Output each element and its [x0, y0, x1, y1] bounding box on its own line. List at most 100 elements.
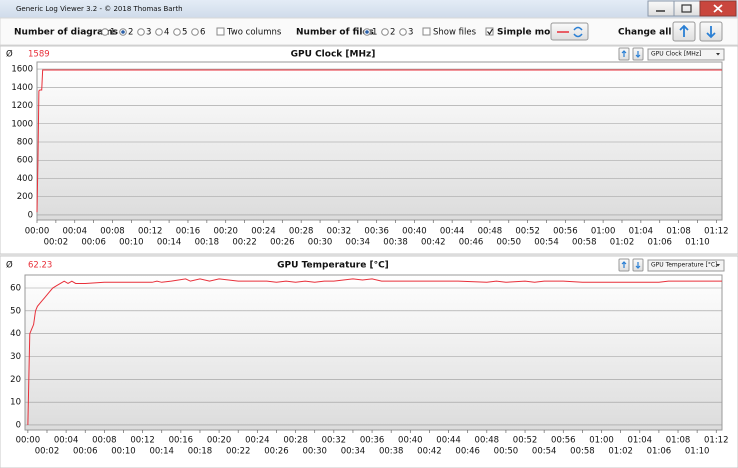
radio-label: 5 [182, 28, 187, 38]
chart-title: GPU Clock [MHz] [291, 50, 376, 60]
x-tick-label: 00:46 [455, 447, 480, 457]
chart-title: GPU Temperature [°C] [277, 261, 389, 271]
x-tick-label: 00:14 [149, 447, 174, 457]
average-value: 62.23 [28, 261, 52, 271]
channel-dropdown[interactable] [647, 48, 725, 61]
x-tick-label: 00:26 [270, 238, 295, 248]
x-tick-label: 01:10 [685, 447, 710, 457]
x-tick-label: 00:48 [475, 436, 500, 446]
average-symbol: Ø [6, 260, 13, 271]
toolbar-controls: Number of diagrams Two columns Number of… [14, 21, 723, 42]
x-tick-label: 00:34 [346, 238, 371, 248]
plot-area [24, 274, 723, 431]
x-tick-label: 01:06 [647, 447, 672, 457]
dropdown-arrow [716, 53, 720, 56]
y-tick-label: 60 [10, 284, 21, 294]
x-tick-label: 00:08 [92, 436, 117, 446]
minimize-button[interactable] [647, 0, 675, 17]
close-icon [713, 4, 723, 13]
x-tick-label: 01:00 [589, 436, 614, 446]
average-symbol: Ø [6, 49, 13, 60]
x-tick-label: 00:52 [513, 436, 538, 446]
maximize-icon [681, 4, 692, 13]
y-tick-label: 30 [10, 352, 21, 362]
x-tick-label: 01:08 [666, 436, 691, 446]
x-tick-label: 00:16 [176, 227, 201, 237]
x-tick-label: 00:46 [459, 238, 484, 248]
x-tick-label: 00:36 [364, 227, 389, 237]
channel-dropdown[interactable] [647, 259, 725, 272]
radio-label: 3 [408, 28, 413, 38]
radio-button[interactable] [191, 28, 199, 36]
x-tick-label: 01:08 [666, 227, 691, 237]
x-tick-label: 00:22 [226, 447, 251, 457]
x-tick-label: 00:06 [73, 447, 98, 457]
channel-dropdown-label: GPU Clock [MHz] [651, 51, 701, 58]
show-files-checkbox[interactable] [422, 27, 431, 36]
simple-mode-label: Simple mode [497, 28, 563, 38]
radio-button[interactable] [155, 28, 163, 36]
x-tick-label: 00:08 [100, 227, 125, 237]
radio-dot [121, 30, 125, 34]
x-tick-label: 01:04 [629, 227, 654, 237]
x-tick-label: 00:54 [534, 238, 559, 248]
x-tick-label: 00:12 [130, 436, 155, 446]
window-title: Generic Log Viewer 3.2 - © 2018 Thomas B… [16, 5, 183, 13]
x-tick-label: 00:00 [16, 436, 41, 446]
x-tick-label: 00:28 [283, 436, 308, 446]
radio-label: 3 [146, 28, 151, 38]
x-tick-label: 00:44 [440, 227, 465, 237]
two-columns-checkbox[interactable] [216, 27, 225, 36]
x-tick-label: 00:44 [436, 436, 461, 446]
simple-mode-checkbox[interactable] [485, 27, 494, 36]
x-tick-label: 00:42 [421, 238, 446, 248]
x-tick-label: 00:26 [264, 447, 289, 457]
radio-button[interactable] [101, 28, 109, 36]
x-tick-label: 00:34 [341, 447, 366, 457]
x-tick-label: 00:02 [44, 238, 69, 248]
x-tick-label: 01:10 [685, 238, 710, 248]
x-tick-label: 00:50 [497, 238, 522, 248]
y-tick-label: 50 [10, 306, 21, 316]
show-files-label: Show files [433, 28, 477, 38]
radio-button[interactable] [173, 28, 181, 36]
x-tick-label: 00:40 [402, 227, 427, 237]
x-tick-label: 00:10 [111, 447, 136, 457]
y-tick-label: 800 [17, 138, 33, 148]
x-tick-label: 00:50 [494, 447, 519, 457]
x-tick-label: 00:56 [553, 227, 578, 237]
maximize-button[interactable] [673, 0, 701, 17]
x-tick-label: 00:00 [25, 227, 50, 237]
x-tick-label: 01:04 [628, 436, 653, 446]
down-arrow-icon [706, 26, 716, 39]
arrow-icon [635, 51, 641, 58]
radio-button[interactable] [381, 28, 389, 36]
plot-area [36, 61, 723, 221]
x-tick-label: 00:48 [478, 227, 503, 237]
x-tick-label: 00:38 [379, 447, 404, 457]
line-style-button[interactable] [550, 22, 589, 41]
y-tick-label: 1600 [11, 65, 33, 75]
radio-button[interactable] [399, 28, 407, 36]
x-tick-label: 01:12 [704, 436, 729, 446]
y-tick-label: 20 [10, 375, 21, 385]
change-all-label: Change all [618, 28, 671, 38]
x-tick-label: 01:02 [608, 447, 633, 457]
x-tick-label: 00:38 [383, 238, 408, 248]
checkmark [487, 28, 494, 36]
average-value: 1589 [28, 50, 50, 60]
x-tick-label: 00:32 [322, 436, 347, 446]
y-tick-label: 600 [17, 156, 33, 166]
x-tick-label: 00:14 [157, 238, 182, 248]
x-tick-label: 01:00 [591, 227, 616, 237]
x-tick-label: 00:40 [398, 436, 423, 446]
arrow-icon [621, 50, 627, 57]
y-tick-label: 1200 [11, 101, 33, 111]
radio-button[interactable] [137, 28, 145, 36]
radio-label: 1 [372, 28, 377, 38]
x-tick-label: 00:24 [245, 436, 270, 446]
x-tick-label: 00:04 [62, 227, 87, 237]
x-tick-label: 00:02 [35, 447, 60, 457]
x-tick-label: 00:30 [302, 447, 327, 457]
